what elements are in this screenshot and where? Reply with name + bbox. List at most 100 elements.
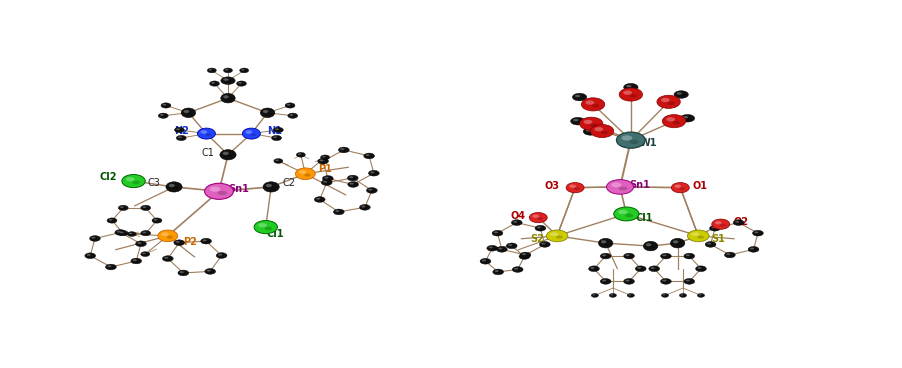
Ellipse shape: [513, 221, 517, 223]
Ellipse shape: [95, 238, 97, 240]
Ellipse shape: [679, 294, 686, 297]
Ellipse shape: [162, 116, 166, 117]
Ellipse shape: [635, 266, 646, 272]
Ellipse shape: [274, 159, 283, 163]
Ellipse shape: [319, 159, 324, 161]
Ellipse shape: [662, 114, 686, 128]
Ellipse shape: [173, 187, 179, 190]
Ellipse shape: [626, 85, 631, 87]
Ellipse shape: [497, 233, 501, 234]
Ellipse shape: [344, 150, 346, 151]
Ellipse shape: [201, 238, 211, 244]
Ellipse shape: [612, 183, 621, 187]
Ellipse shape: [120, 231, 124, 233]
Ellipse shape: [537, 226, 541, 229]
Ellipse shape: [183, 273, 186, 274]
Ellipse shape: [707, 243, 711, 244]
Ellipse shape: [730, 255, 732, 256]
Ellipse shape: [673, 121, 680, 124]
Ellipse shape: [132, 234, 134, 235]
Ellipse shape: [200, 130, 207, 134]
Ellipse shape: [661, 98, 669, 102]
Ellipse shape: [710, 244, 713, 246]
Ellipse shape: [619, 88, 642, 101]
Ellipse shape: [654, 269, 658, 270]
Text: Cl1: Cl1: [636, 213, 653, 223]
Ellipse shape: [118, 231, 128, 236]
Ellipse shape: [297, 152, 305, 157]
Ellipse shape: [710, 225, 721, 231]
Ellipse shape: [327, 183, 329, 184]
Ellipse shape: [89, 236, 100, 241]
Text: S2: S2: [530, 234, 544, 244]
Ellipse shape: [340, 148, 345, 150]
Text: O4: O4: [511, 211, 526, 221]
Ellipse shape: [227, 98, 232, 100]
Ellipse shape: [271, 187, 276, 190]
Ellipse shape: [262, 110, 268, 113]
Ellipse shape: [362, 206, 365, 208]
Ellipse shape: [266, 184, 272, 187]
Ellipse shape: [224, 95, 229, 98]
Text: P2: P2: [183, 237, 198, 247]
Ellipse shape: [593, 294, 595, 296]
Ellipse shape: [273, 127, 283, 132]
Ellipse shape: [85, 253, 96, 259]
Ellipse shape: [135, 261, 139, 262]
Ellipse shape: [630, 140, 639, 144]
Ellipse shape: [649, 266, 659, 272]
Ellipse shape: [288, 113, 298, 118]
Ellipse shape: [594, 269, 597, 270]
Ellipse shape: [221, 93, 235, 103]
Ellipse shape: [161, 232, 169, 236]
Ellipse shape: [625, 280, 630, 282]
Ellipse shape: [605, 281, 609, 283]
Ellipse shape: [218, 254, 222, 256]
Ellipse shape: [203, 240, 207, 241]
Ellipse shape: [145, 208, 149, 209]
Ellipse shape: [176, 241, 179, 243]
Ellipse shape: [691, 232, 699, 236]
Ellipse shape: [601, 131, 609, 134]
Ellipse shape: [601, 240, 606, 243]
Ellipse shape: [115, 230, 125, 235]
Ellipse shape: [227, 81, 232, 82]
Ellipse shape: [261, 108, 275, 117]
Ellipse shape: [350, 183, 354, 185]
Ellipse shape: [127, 232, 136, 236]
Ellipse shape: [671, 183, 689, 193]
Ellipse shape: [145, 254, 148, 255]
Ellipse shape: [290, 114, 293, 116]
Ellipse shape: [496, 247, 507, 252]
Ellipse shape: [566, 183, 584, 193]
Ellipse shape: [735, 221, 739, 223]
Ellipse shape: [623, 279, 634, 284]
Ellipse shape: [492, 269, 503, 275]
Ellipse shape: [514, 268, 518, 270]
Ellipse shape: [368, 170, 379, 176]
Ellipse shape: [591, 124, 613, 138]
Ellipse shape: [594, 127, 603, 131]
Ellipse shape: [225, 69, 228, 71]
Ellipse shape: [137, 242, 142, 244]
Ellipse shape: [492, 230, 503, 236]
Ellipse shape: [606, 180, 633, 194]
Ellipse shape: [366, 188, 377, 193]
Ellipse shape: [524, 256, 528, 258]
Text: S1: S1: [711, 234, 725, 244]
Ellipse shape: [584, 128, 597, 135]
Ellipse shape: [686, 254, 690, 256]
Ellipse shape: [220, 150, 236, 160]
Ellipse shape: [673, 240, 678, 243]
Ellipse shape: [273, 137, 277, 138]
Ellipse shape: [143, 231, 146, 233]
Ellipse shape: [207, 270, 211, 272]
Ellipse shape: [697, 267, 702, 269]
Ellipse shape: [338, 212, 342, 213]
Ellipse shape: [679, 187, 686, 190]
Ellipse shape: [575, 187, 580, 190]
Ellipse shape: [575, 95, 580, 97]
Ellipse shape: [665, 295, 667, 296]
Ellipse shape: [179, 130, 182, 131]
Ellipse shape: [162, 104, 166, 106]
